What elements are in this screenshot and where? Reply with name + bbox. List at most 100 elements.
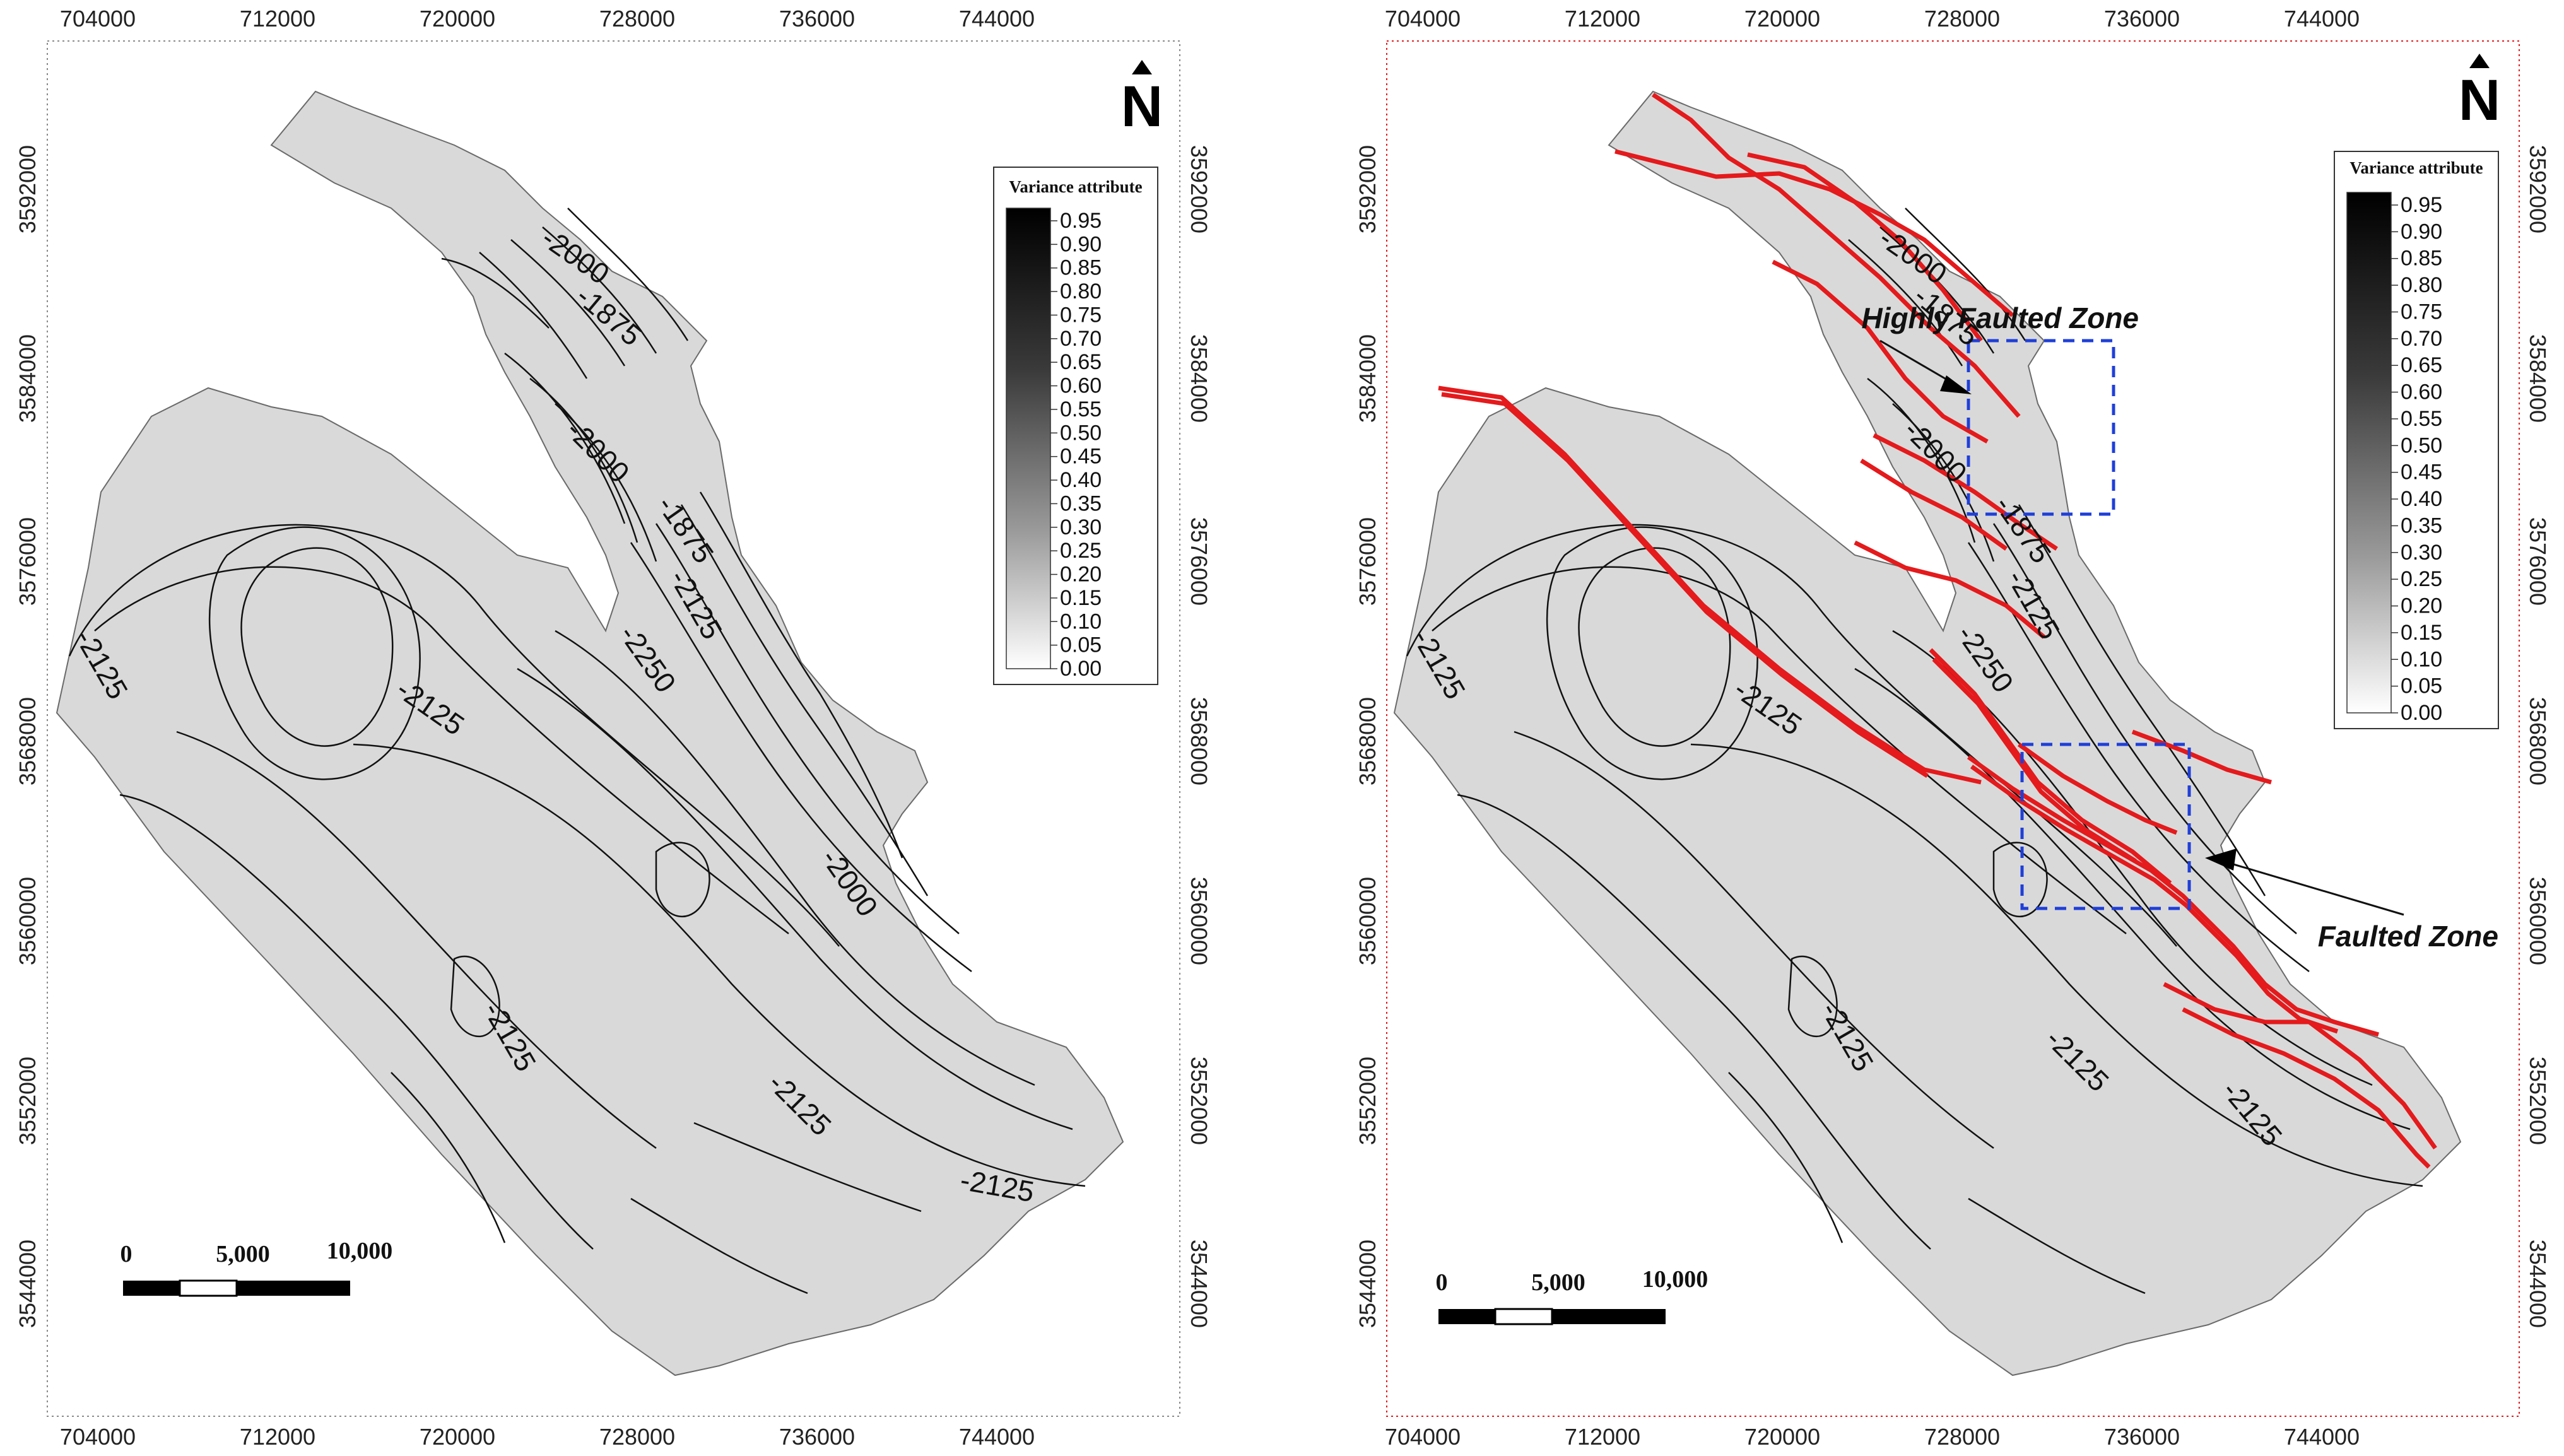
north-arrow: N [1121,60,1163,139]
y-tick: 3584000 [1355,334,1380,423]
scale-bar: 0 5,000 10,000 [121,1238,392,1297]
legend-tick-label: 0.55 [2401,407,2442,431]
x-ticks-bottom: 704000 712000 720000 728000 736000 74400… [60,1424,1035,1450]
y-tick: 3544000 [2525,1240,2551,1328]
legend-tick-label: 0.70 [1060,327,1102,351]
scale-bar: 0 5,000 10,000 [1436,1266,1708,1325]
x-tick: 744000 [959,6,1035,32]
scale-label: 5,000 [216,1241,270,1267]
x-tick: 704000 [1385,6,1461,32]
legend-ticks: 0.950.900.850.800.750.700.650.600.550.50… [1050,209,1102,681]
legend-colorbar [2346,192,2392,713]
legend-tick-label: 0.00 [1060,657,1102,681]
legend-tick-label: 0.85 [1060,256,1102,280]
y-ticks-right: 3592000 3584000 3576000 3568000 3560000 … [1186,145,1212,1328]
x-tick: 744000 [959,1424,1035,1450]
legend-tick-label: 0.40 [2401,487,2442,511]
legend-tick-label: 0.25 [1060,539,1102,563]
x-tick: 728000 [599,6,675,32]
fault-lines [1438,93,2437,1169]
x-tick: 728000 [1924,1424,2000,1450]
y-tick: 3544000 [15,1240,40,1328]
legend-tick-label: 0.20 [2401,594,2442,618]
y-tick: 3568000 [15,697,40,785]
legend-tick-label: 0.15 [2401,621,2442,645]
x-tick: 704000 [1385,1424,1461,1450]
legend-tick-label: 0.30 [2401,541,2442,565]
legend-tick-label: 0.85 [2401,247,2442,271]
x-tick: 736000 [2104,1424,2180,1450]
legend-tick-label: 0.50 [2401,433,2442,457]
legend-tick-label: 0.95 [2401,193,2442,217]
scale-label: 0 [121,1241,132,1267]
x-tick: 712000 [240,1424,315,1450]
y-tick: 3584000 [2525,334,2551,423]
y-tick: 3560000 [2525,877,2551,965]
y-tick: 3552000 [15,1057,40,1145]
legend-tick-label: 0.80 [2401,273,2442,297]
highly-faulted-zone-label: Highly Faulted Zone [1861,302,2139,334]
scale-label: 10,000 [1642,1266,1708,1293]
legend: Variance attribute 0.950.900.850.800.750… [993,167,1158,685]
legend-tick-label: 0.05 [1060,633,1102,657]
y-tick: 3576000 [1186,517,1212,606]
legend-tick-label: 0.45 [2401,461,2442,484]
y-tick: 3576000 [1355,517,1380,606]
y-tick: 3544000 [1355,1240,1380,1328]
y-tick: 3544000 [1186,1240,1212,1328]
y-tick: 3592000 [15,145,40,233]
legend-tick-label: 0.05 [2401,674,2442,698]
x-tick: 728000 [599,1424,675,1450]
y-ticks-left: 3592000 3584000 3576000 3568000 3560000 … [1355,145,1380,1328]
x-tick: 720000 [1744,1424,1820,1450]
north-arrow: N [2459,54,2500,132]
y-tick: 3576000 [2525,517,2551,606]
x-tick: 728000 [1924,6,2000,32]
map-left: 704000 712000 720000 728000 736000 74400… [15,6,1212,1450]
legend-tick-label: 0.65 [1060,350,1102,374]
map-right: 704000 712000 720000 728000 736000 74400… [1355,6,2551,1450]
x-tick: 736000 [779,1424,855,1450]
north-label: N [2459,68,2500,132]
x-ticks-top: 704000 712000 720000 728000 736000 74400… [60,6,1035,32]
x-tick: 712000 [240,6,315,32]
x-tick: 736000 [779,6,855,32]
y-tick: 3592000 [1186,145,1212,233]
y-tick: 3568000 [1355,697,1380,785]
x-tick: 712000 [1565,1424,1640,1450]
legend-tick-label: 0.35 [2401,514,2442,537]
legend-tick-label: 0.90 [1060,232,1102,256]
legend: Variance attribute 0.950.900.850.800.750… [2334,151,2499,729]
north-label: N [1121,74,1163,139]
x-tick: 704000 [60,1424,136,1450]
map-frame [1386,40,2520,1417]
faulted-zone-label: Faulted Zone [2318,920,2498,953]
scale-label: 5,000 [1531,1269,1585,1296]
y-tick: 3592000 [2525,145,2551,233]
scale-label: 0 [1436,1269,1448,1296]
y-tick: 3568000 [1186,697,1212,785]
y-tick: 3560000 [15,877,40,965]
legend-tick-label: 0.90 [2401,220,2442,244]
legend-tick-label: 0.80 [1060,279,1102,303]
faulted-zone-box [2020,743,2191,910]
y-ticks-right: 3592000 3584000 3576000 3568000 3560000 … [2525,145,2551,1328]
legend-tick-label: 0.60 [1060,374,1102,398]
x-tick: 736000 [2104,6,2180,32]
y-tick: 3584000 [1186,334,1212,423]
y-tick: 3552000 [2525,1057,2551,1145]
x-tick: 744000 [2284,6,2360,32]
survey-area [56,90,1124,1377]
y-tick: 3560000 [1186,877,1212,965]
legend-tick-label: 0.15 [1060,586,1102,610]
x-ticks-top: 704000 712000 720000 728000 736000 74400… [1385,6,2360,32]
legend-colorbar [1006,208,1051,669]
x-tick: 744000 [2284,1424,2360,1450]
legend-tick-label: 0.70 [2401,327,2442,351]
x-tick: 720000 [420,6,495,32]
y-tick: 3560000 [1355,877,1380,965]
x-tick: 720000 [420,1424,495,1450]
map-frame [47,40,1180,1417]
legend-tick-label: 0.00 [2401,701,2442,725]
y-tick: 3576000 [15,517,40,606]
